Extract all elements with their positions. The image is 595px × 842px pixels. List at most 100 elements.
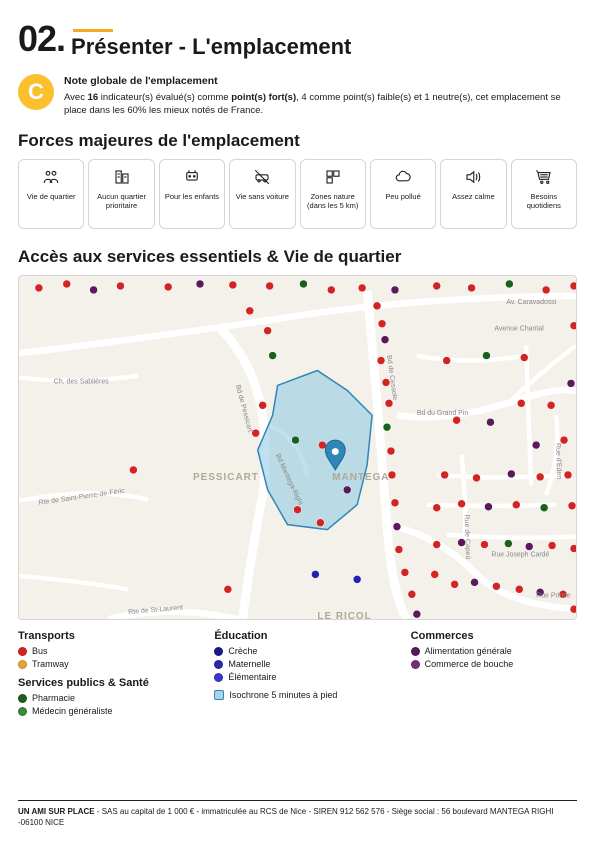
map-dot [391, 499, 399, 507]
svg-text:Bd du Grand Pin: Bd du Grand Pin [417, 411, 469, 418]
legend-item: Médecin généraliste [18, 706, 184, 716]
legend-label: Pharmacie [32, 693, 75, 703]
map-dot [492, 583, 500, 591]
page-header: 02. Présenter - L'emplacement [18, 18, 577, 60]
map-dot [377, 357, 385, 365]
cloud-icon [394, 168, 412, 186]
force-card: Besoins quotidiens [511, 159, 577, 229]
map-dot [63, 280, 71, 288]
legend-item: Élémentaire [214, 672, 380, 682]
map-dot [264, 327, 272, 335]
map-dot [311, 571, 319, 579]
legend-label: Isochrone 5 minutes à pied [229, 690, 337, 700]
legend-label: Élémentaire [228, 672, 276, 682]
legend-label: Commerce de bouche [425, 659, 514, 669]
legend-item: Tramway [18, 659, 184, 669]
map-dot [229, 281, 237, 289]
map-dot [433, 282, 441, 290]
child-icon [183, 168, 201, 186]
map-dot [548, 542, 556, 550]
header-accent-line [73, 29, 113, 32]
svg-text:LE RICOL: LE RICOL [317, 611, 371, 619]
force-label: Assez calme [452, 192, 495, 201]
legend-dot-icon [411, 647, 420, 656]
map-dot [473, 474, 481, 482]
map-dot [116, 282, 124, 290]
legend-col: Éducation Crèche Maternelle Élémentaire Isoc… [214, 630, 380, 724]
force-card: Vie sans voiture [229, 159, 295, 229]
force-label: Peu pollué [385, 192, 420, 201]
force-card: Pour les enfants [159, 159, 225, 229]
map-dot [525, 543, 533, 551]
map-dot [505, 280, 513, 288]
building-icon [113, 168, 131, 186]
map-dot [378, 320, 386, 328]
legend-title: Éducation [214, 630, 380, 642]
svg-text:Rue Joseph Cardé: Rue Joseph Cardé [491, 552, 549, 559]
map-dot [458, 500, 466, 508]
score-badge: C [18, 74, 54, 110]
map-dot [413, 610, 421, 618]
map-dot [395, 546, 403, 554]
legend-label: Crèche [228, 646, 257, 656]
map-dot [542, 286, 550, 294]
legend-dot-icon [214, 673, 223, 682]
force-card: Aucun quartier prioritaire [88, 159, 154, 229]
legend-dot-icon [214, 647, 223, 656]
force-card: Vie de quartier [18, 159, 84, 229]
legend-dot-icon [18, 647, 27, 656]
map-dot [383, 423, 391, 431]
map-dot [316, 519, 324, 527]
map-container[interactable]: PESSICARTMANTEGALE RICOL Av. Caravadossi… [18, 275, 577, 620]
map-dot [224, 586, 232, 594]
forces-grid: Vie de quartier Aucun quartier prioritair… [18, 159, 577, 229]
map-dot [512, 501, 520, 509]
map-dot [441, 471, 449, 479]
map-dot [515, 586, 523, 594]
map-dot [35, 284, 43, 292]
map-section-title: Accès aux services essentiels & Vie de q… [18, 247, 577, 267]
map-dot [570, 322, 576, 330]
legend-item: Isochrone 5 minutes à pied [214, 690, 380, 700]
footer: UN AMI SUR PLACE - SAS au capital de 1 0… [18, 800, 577, 828]
map-dot [468, 284, 476, 292]
force-label: Vie de quartier [27, 192, 76, 201]
tree-icon [324, 168, 342, 186]
svg-text:Ch. des Sablières: Ch. des Sablières [54, 379, 109, 386]
legend-title: Commerces [411, 630, 577, 642]
legend-item: Alimentation générale [411, 646, 577, 656]
legend-label: Maternelle [228, 659, 270, 669]
header-title-wrap: Présenter - L'emplacement [71, 29, 351, 60]
footer-text: - SAS au capital de 1 000 € - immatricul… [18, 807, 553, 826]
map-dot [570, 282, 576, 290]
legend: TransportsBusTramwayServices publics & S… [18, 630, 577, 724]
legend-col: TransportsBusTramwayServices publics & S… [18, 630, 184, 724]
map-dot [451, 581, 459, 589]
legend-group: TransportsBusTramway [18, 630, 184, 669]
map-dot [480, 541, 488, 549]
map-dot [564, 471, 572, 479]
map-dot [129, 466, 137, 474]
score-text: Note globale de l'emplacement Avec 16 in… [64, 74, 577, 117]
map-dot [517, 400, 525, 408]
legend-label: Tramway [32, 659, 69, 669]
legend-item: Crèche [214, 646, 380, 656]
map-dot [568, 502, 576, 510]
legend-title: Services publics & Santé [18, 677, 184, 689]
legend-group: Services publics & Santé Pharmacie Médecin… [18, 677, 184, 716]
page-title: Présenter - L'emplacement [71, 34, 351, 60]
legend-label: Bus [32, 646, 48, 656]
svg-text:Rue d'Eden: Rue d'Eden [554, 443, 562, 479]
cart-icon [535, 168, 553, 186]
force-label: Pour les enfants [165, 192, 219, 201]
map-dot [259, 402, 267, 410]
legend-item: Maternelle [214, 659, 380, 669]
force-label: Besoins quotidiens [514, 192, 574, 210]
map-dot [431, 571, 439, 579]
map-dot [358, 284, 366, 292]
force-label: Aucun quartier prioritaire [91, 192, 151, 210]
map-dot [486, 419, 494, 427]
map-dot [269, 352, 277, 360]
map-dot [299, 280, 307, 288]
map-dot [471, 579, 479, 587]
